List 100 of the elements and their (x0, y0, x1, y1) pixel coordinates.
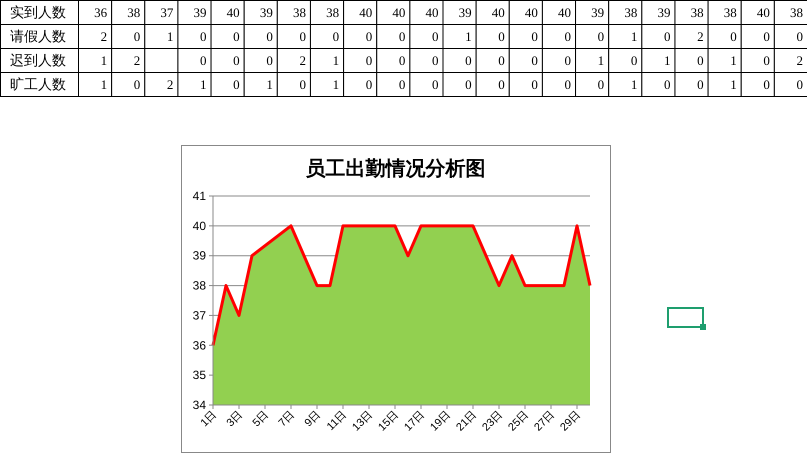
data-label: 38 (326, 5, 340, 20)
data-label: 0 (730, 29, 737, 44)
data-label: 1 (730, 53, 737, 68)
x-tick-label: 25日 (506, 408, 532, 434)
chart-title: 员工出勤情况分析图 (306, 158, 486, 180)
data-label: 0 (531, 53, 538, 68)
data-label: 40 (756, 5, 770, 20)
data-label: 0 (366, 53, 372, 68)
x-tick-label: 7日 (276, 408, 298, 430)
data-label: 0 (266, 29, 273, 44)
data-label: 1 (100, 77, 108, 92)
data-label: 38 (127, 5, 140, 20)
data-label: 38 (690, 5, 704, 20)
data-label: 1 (332, 53, 340, 68)
data-label: 0 (664, 77, 670, 92)
data-label: 2 (100, 29, 108, 44)
data-label: 0 (664, 29, 670, 44)
data-label: 0 (366, 77, 372, 92)
data-label: 38 (292, 5, 306, 20)
data-label: 0 (531, 77, 538, 92)
y-tick-label: 迟到人数 (10, 53, 66, 69)
x-tick-label: 11日 (324, 408, 350, 433)
data-label: 1 (664, 53, 670, 68)
data-label: 40 (524, 5, 538, 20)
x-tick-label: 21日 (454, 408, 480, 434)
data-label: 1 (166, 29, 174, 44)
x-tick-label: 17日 (402, 408, 428, 434)
data-label: 0 (763, 77, 770, 92)
y-tick-label: 41 (192, 189, 206, 203)
data-label: 2 (697, 29, 704, 44)
data-label: 0 (763, 53, 770, 68)
data-label: 1 (266, 77, 273, 92)
y-tick-label: 37 (192, 308, 206, 322)
data-label: 0 (398, 29, 406, 44)
data-label: 0 (697, 77, 704, 92)
data-label: 1 (200, 77, 207, 92)
data-label: 0 (299, 29, 306, 44)
x-tick-label: 19日 (428, 408, 454, 434)
data-label: 36 (94, 5, 108, 20)
data-label: 38 (624, 5, 638, 20)
data-label: 2 (299, 53, 306, 68)
data-label: 0 (398, 53, 406, 68)
x-tick-label: 23日 (480, 408, 506, 434)
data-label: 0 (200, 53, 207, 68)
y-tick-label: 39 (192, 248, 206, 263)
data-label: 0 (796, 77, 803, 92)
y-tick-label: 旷工人数 (10, 77, 66, 93)
data-label: 0 (465, 53, 472, 68)
data-label: 0 (366, 29, 372, 44)
data-label: 0 (796, 29, 803, 44)
x-tick-label: 5日 (250, 408, 272, 430)
data-label: 0 (465, 77, 472, 92)
x-tick-label: 13日 (350, 408, 376, 434)
y-tick-label: 35 (192, 368, 206, 382)
data-label: 1 (730, 77, 737, 92)
data-label: 0 (697, 53, 704, 68)
data-label: 38 (790, 5, 803, 20)
y-tick-label: 36 (192, 338, 206, 352)
data-label: 0 (432, 77, 438, 92)
y-tick-label: 38 (192, 278, 206, 293)
data-label: 0 (233, 53, 240, 68)
data-label: 0 (498, 53, 505, 68)
data-label: 40 (492, 5, 505, 20)
data-label: 0 (531, 29, 538, 44)
data-label: 40 (226, 5, 240, 20)
x-tick-label: 15日 (376, 408, 402, 434)
data-label: 0 (134, 77, 140, 92)
data-label: 0 (266, 53, 273, 68)
data-label: 0 (598, 77, 604, 92)
x-tick-label: 27日 (532, 408, 558, 434)
data-label: 39 (657, 5, 670, 20)
data-label: 0 (564, 77, 572, 92)
data-label: 1 (465, 29, 472, 44)
data-label: 0 (498, 77, 505, 92)
data-label: 1 (100, 53, 108, 68)
data-label: 0 (398, 77, 406, 92)
data-label: 1 (332, 77, 340, 92)
data-label: 0 (763, 29, 770, 44)
data-label: 39 (260, 5, 273, 20)
data-label: 0 (498, 29, 505, 44)
data-label: 40 (392, 5, 406, 20)
x-tick-label: 29日 (558, 408, 584, 434)
data-label: 39 (591, 5, 604, 20)
data-label: 37 (160, 5, 174, 20)
data-label: 0 (332, 29, 340, 44)
data-label: 0 (630, 53, 638, 68)
data-label: 2 (166, 77, 174, 92)
data-label: 0 (200, 29, 207, 44)
data-label: 2 (134, 53, 140, 68)
data-label: 0 (233, 29, 240, 44)
data-label: 1 (630, 29, 638, 44)
data-label: 0 (564, 29, 572, 44)
data-label: 0 (299, 77, 306, 92)
data-label: 0 (233, 77, 240, 92)
y-tick-label: 40 (192, 218, 206, 233)
x-tick-label: 9日 (302, 408, 324, 430)
y-tick-label: 请假人数 (10, 29, 66, 45)
data-label: 39 (458, 5, 472, 20)
data-label: 2 (796, 53, 803, 68)
y-tick-label: 实到人数 (10, 5, 66, 21)
